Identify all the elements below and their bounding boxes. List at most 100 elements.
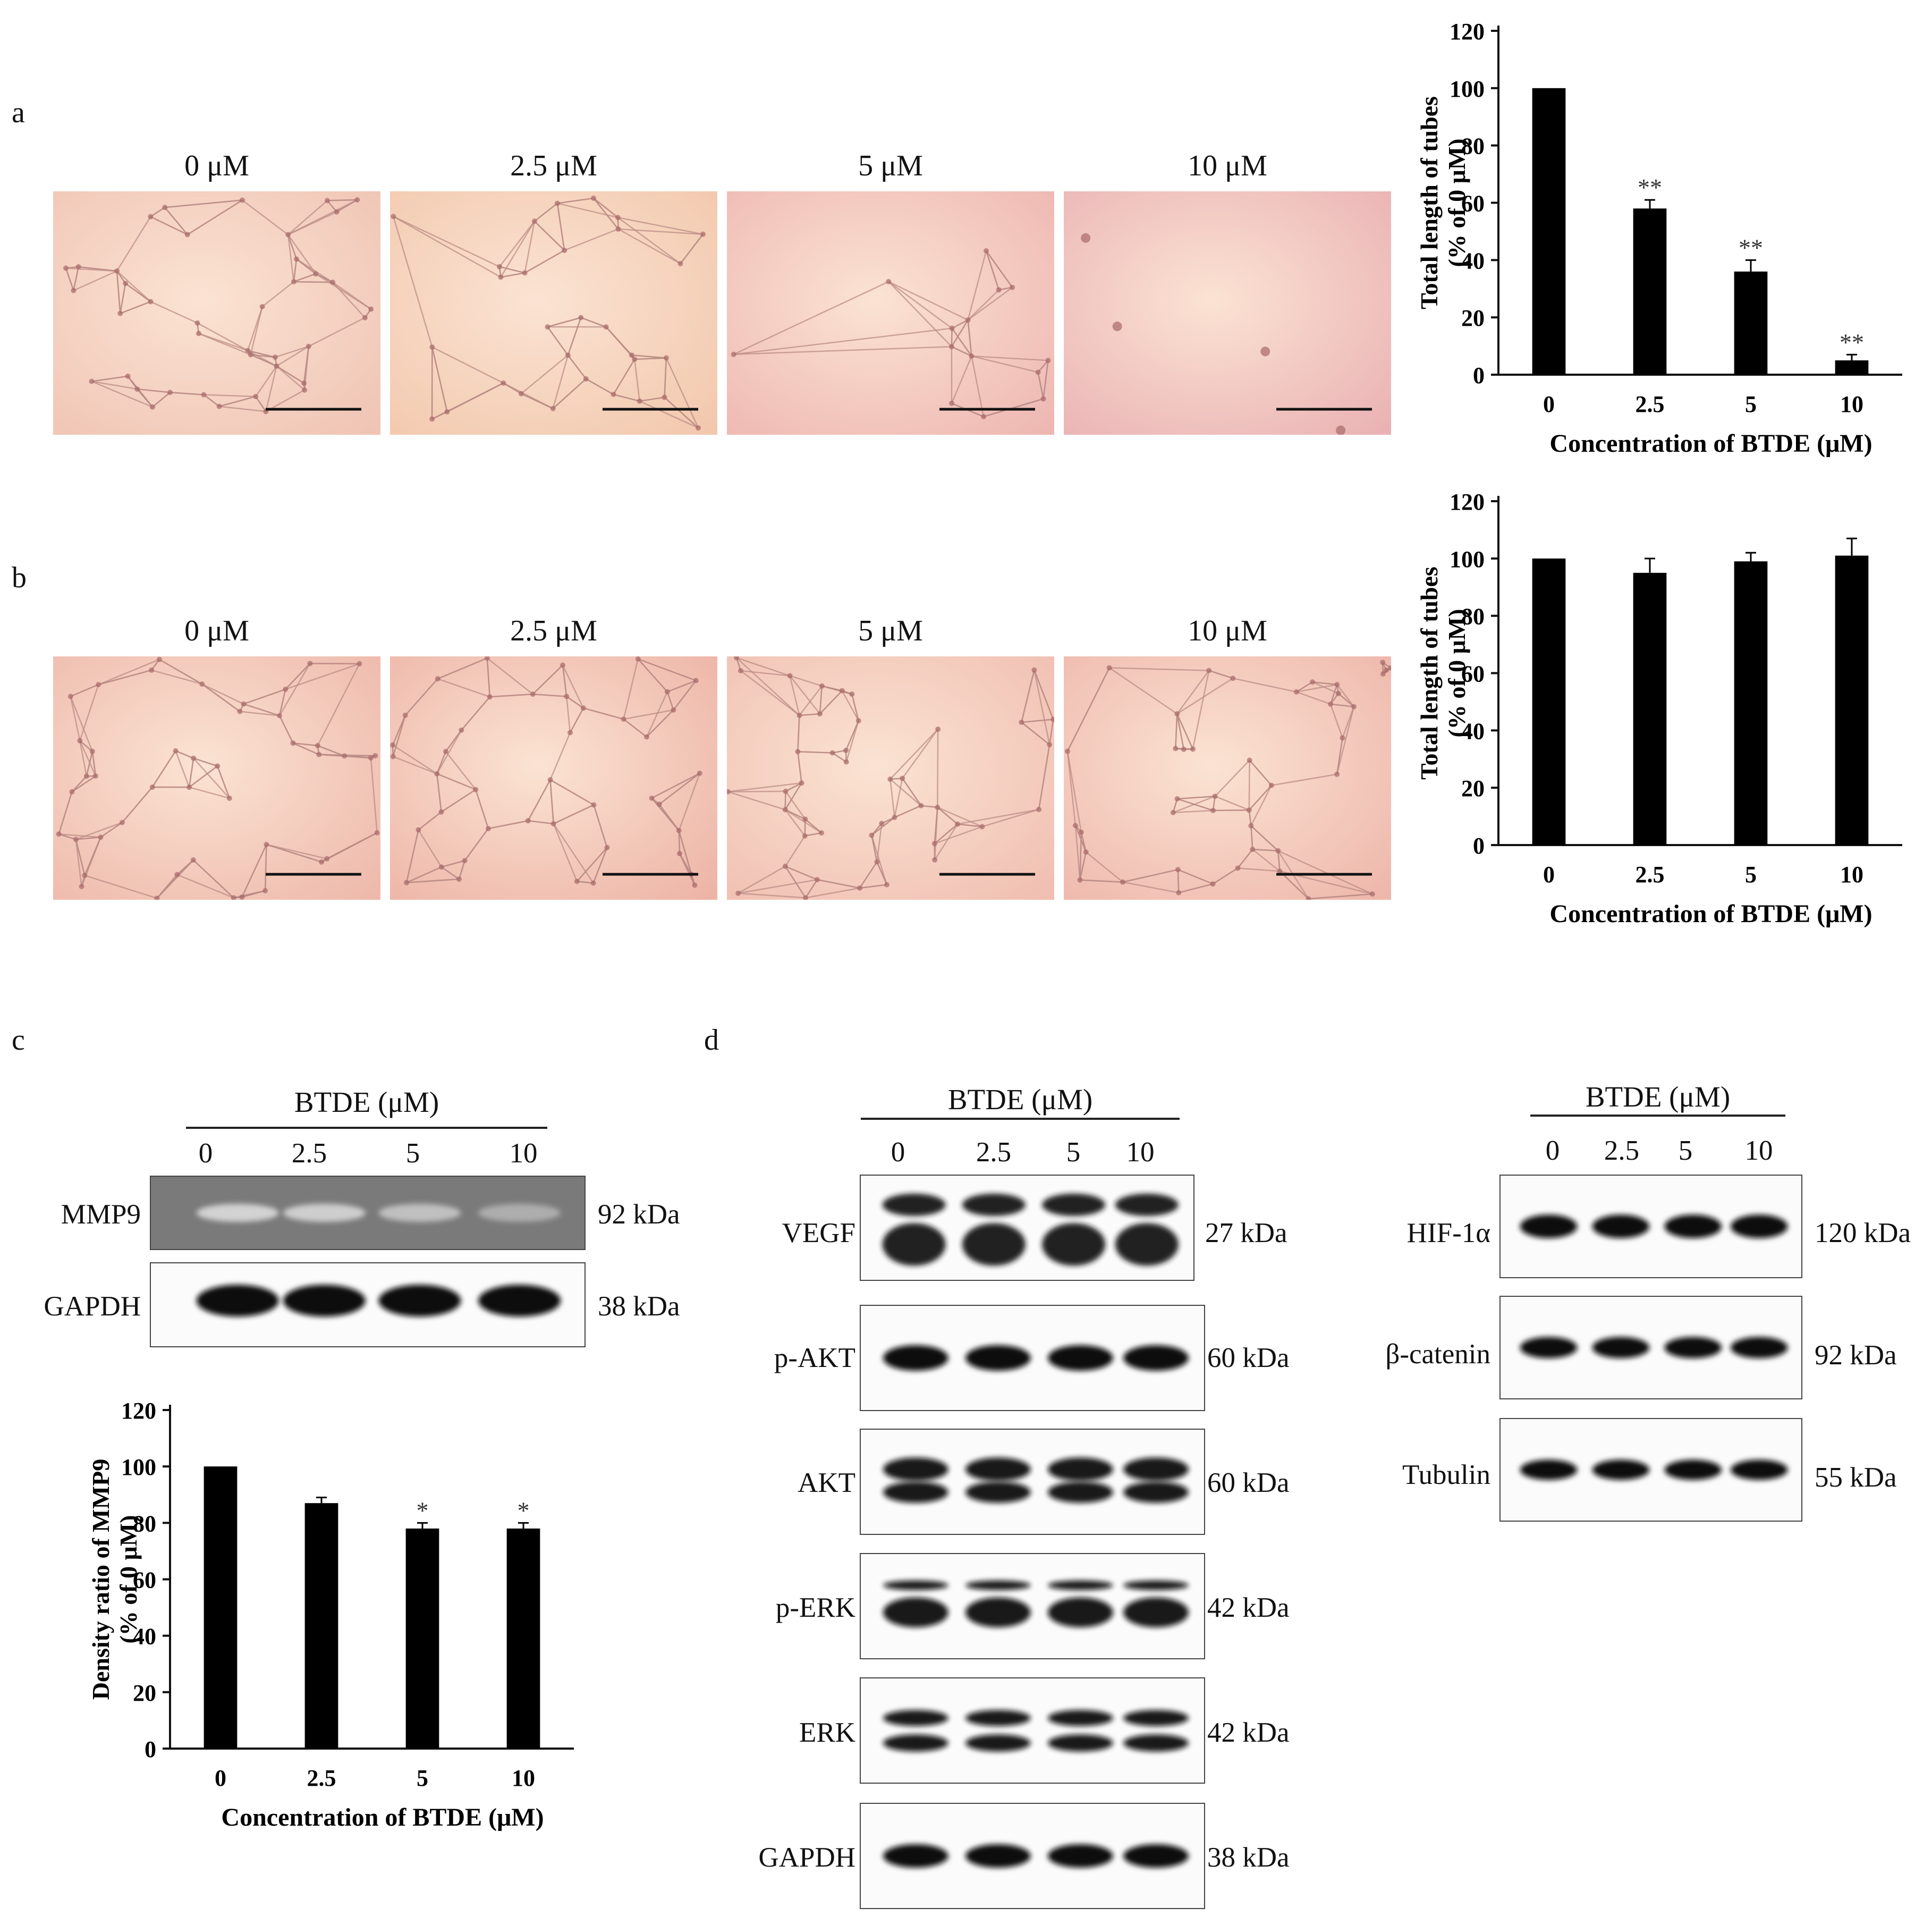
blot-row-label: AKT (798, 1467, 855, 1498)
tube-segment (1336, 684, 1354, 707)
bar (506, 1528, 540, 1749)
tube-segment (888, 281, 969, 321)
cell-cluster (818, 830, 824, 836)
tube-segment (98, 669, 152, 686)
y-tick-label: 60 (1461, 661, 1485, 687)
tube-segment (1330, 703, 1354, 707)
tube-segment (562, 664, 584, 708)
tube-segment (592, 847, 608, 883)
bar (1835, 555, 1869, 845)
blot-band (882, 1223, 946, 1266)
tube-segment (127, 376, 153, 408)
y-tick-label: 80 (1461, 133, 1485, 159)
cell-cluster (277, 713, 283, 719)
tube-segment (264, 844, 267, 891)
blot-row-label: p-AKT (774, 1343, 855, 1373)
cell-cluster (390, 754, 396, 759)
cell-cluster (342, 753, 348, 759)
x-tick-label: 5 (1745, 862, 1757, 888)
cell-cluster (362, 315, 368, 320)
cell-cluster (291, 279, 296, 285)
tube-segment (613, 393, 640, 402)
x-tick-label: 0 (1543, 391, 1555, 417)
cell-cluster (1112, 322, 1122, 332)
cell-cluster (615, 226, 621, 232)
cell-cluster (663, 355, 669, 361)
micrograph-image (53, 191, 380, 435)
cell-cluster (932, 857, 938, 863)
cell-cluster (1010, 284, 1015, 290)
tube-segment (967, 289, 999, 320)
btde-header: BTDE (μM) (1585, 1081, 1731, 1113)
tube-segment (436, 773, 476, 790)
cell-cluster (253, 394, 259, 400)
lane-label: 0 (891, 1137, 905, 1168)
tube-segment (1249, 759, 1272, 786)
tube-segment (189, 765, 218, 788)
conc-label: 5 μM (858, 614, 923, 647)
tube-segment (651, 797, 680, 831)
kda-label: 38 kDa (598, 1291, 680, 1322)
tube-segment (65, 268, 74, 291)
cell-cluster (1040, 396, 1046, 402)
y-axis-label-line: (% of 0 μM) (115, 1515, 142, 1644)
tube-segment (75, 837, 101, 840)
cell-cluster (547, 777, 553, 783)
cell-cluster (69, 789, 75, 795)
cell-cluster (803, 895, 809, 900)
cell-cluster (644, 734, 650, 740)
cell-cluster (1120, 879, 1126, 885)
tube-segment (437, 678, 490, 698)
micrograph-image (390, 191, 717, 435)
tube-segment (321, 832, 378, 863)
tube-segment (73, 270, 117, 291)
cell-cluster (117, 310, 123, 316)
cell-cluster (149, 404, 155, 410)
tube-segment (665, 357, 699, 428)
tube-segment (549, 779, 595, 806)
cell-cluster (1335, 690, 1341, 696)
blot-band (1664, 1459, 1722, 1480)
tube-segment (1277, 850, 1373, 895)
tube-segment (240, 711, 280, 716)
kda-label: 92 kDa (598, 1199, 680, 1230)
tube-segment (1271, 773, 1337, 786)
bar (1633, 208, 1667, 375)
blot-band (1123, 1710, 1189, 1726)
cell-cluster (148, 214, 154, 220)
tube-segment (418, 829, 442, 868)
blot-band (1048, 1345, 1113, 1371)
tube-segment (344, 755, 371, 759)
cell-cluster (324, 856, 330, 862)
cell-cluster (931, 841, 937, 847)
cell-cluster (82, 873, 88, 879)
tube-segment (486, 658, 491, 697)
cell-cluster (199, 681, 205, 687)
blot-band (1592, 1459, 1650, 1480)
lane-label: 10 (1744, 1135, 1773, 1166)
tube-segment (1021, 670, 1035, 723)
tube-segment (393, 756, 437, 775)
header-underline (1530, 1115, 1785, 1117)
lane-label: 2.5 (976, 1137, 1012, 1168)
tube-segment (1237, 849, 1253, 869)
blot-band (965, 1457, 1031, 1481)
blot-band (883, 1710, 948, 1726)
blot-band (1115, 1193, 1179, 1216)
cell-cluster (574, 879, 580, 884)
cell-cluster (886, 278, 892, 284)
tube-segment (265, 366, 277, 412)
tube-segment (285, 663, 311, 690)
y-tick-label: 40 (133, 1624, 156, 1650)
cell-cluster (290, 740, 296, 746)
tube-segment (593, 198, 619, 230)
tube-segment (819, 690, 843, 714)
cell-cluster (240, 197, 245, 203)
tube-segment (951, 319, 969, 347)
cell-cluster (1351, 704, 1357, 710)
conc-label: 10 μM (1188, 149, 1267, 182)
cell-cluster (444, 409, 450, 415)
cell-cluster (700, 231, 706, 237)
tube-segment (1021, 722, 1050, 746)
cell-cluster (334, 209, 340, 215)
